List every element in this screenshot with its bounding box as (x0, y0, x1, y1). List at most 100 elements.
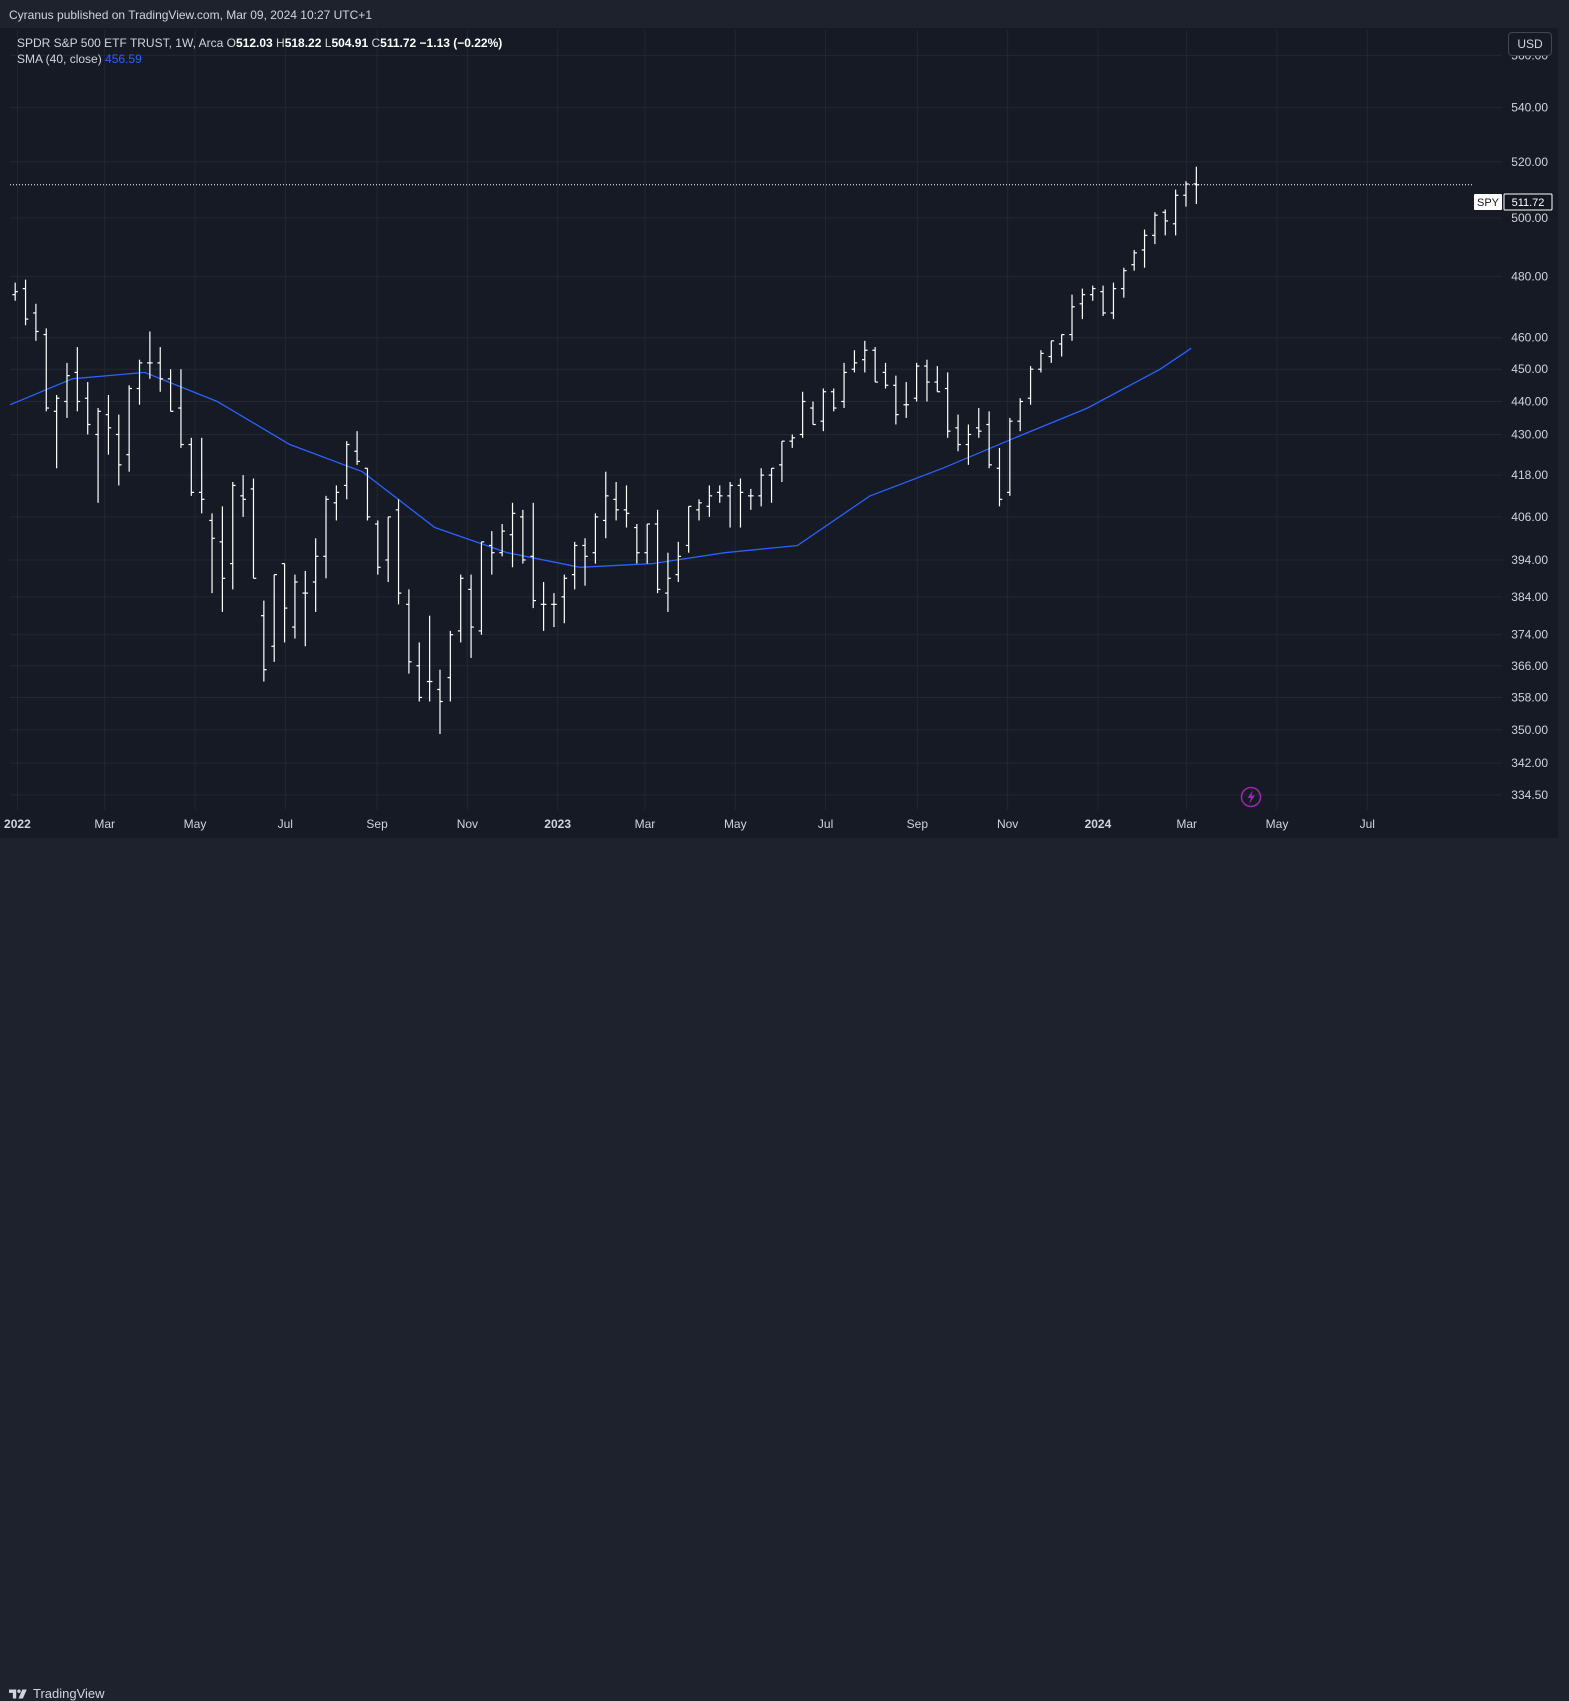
ohlc-bar (872, 347, 878, 383)
time-tick-label: Mar (1176, 817, 1197, 831)
ohlc-bar (882, 362, 889, 389)
chart-frame[interactable] (0, 28, 1558, 838)
ohlc-bar (426, 615, 433, 702)
price-tag-symbol-box (1474, 194, 1502, 210)
ohlc-bar (84, 382, 91, 435)
ohlc-bar (561, 574, 568, 624)
ohlc-bar (571, 541, 578, 590)
price-tick-label: 480.00 (1511, 270, 1548, 284)
time-tick-label: Jul (1360, 817, 1375, 831)
ohlc-bar (820, 388, 827, 432)
ohlc-bar (406, 589, 412, 674)
ohlc-bar (281, 563, 288, 643)
symbol-description[interactable]: SPDR S&P 500 ETF TRUST, 1W, Arca (17, 36, 224, 50)
tradingview-brand[interactable]: TradingView (9, 1686, 105, 1701)
sma-legend-row: SMA (40, close) 456.59 (17, 51, 502, 67)
ohlc-bar (634, 523, 640, 564)
ohlc-bar (685, 505, 692, 553)
ohlc-legend-row: SPDR S&P 500 ETF TRUST, 1W, Arca O512.03… (17, 35, 502, 51)
time-tick-label: Sep (366, 817, 388, 831)
ohlc-bar (841, 362, 847, 409)
price-tag-value-box (1503, 193, 1553, 211)
ohlc-bar (1193, 166, 1200, 205)
ohlc-bar (924, 359, 930, 402)
ohlc-bar (219, 506, 226, 612)
brand-name: TradingView (33, 1686, 105, 1701)
ohlc-bar (395, 499, 402, 605)
ohlc-bar (1048, 340, 1055, 363)
ohlc-bar (292, 574, 298, 639)
high-label: H (276, 36, 285, 50)
close-value: 511.72 (380, 36, 417, 50)
price-chart[interactable]: 560.00540.00520.00500.00480.00460.00450.… (0, 0, 1569, 874)
event-lightning-icon[interactable] (1240, 786, 1262, 808)
ohlc-bar (1172, 189, 1179, 236)
ohlc-bar (488, 531, 495, 575)
ohlc-bar (250, 478, 257, 579)
price-tick-label: 430.00 (1511, 427, 1548, 441)
price-tick-label: 418.00 (1511, 468, 1548, 482)
ohlc-bar (1110, 282, 1117, 320)
ohlc-bar (996, 447, 1003, 507)
price-tick-label: 374.00 (1511, 628, 1548, 642)
time-tick-label: Mar (94, 817, 115, 831)
ohlc-bar (1069, 294, 1075, 341)
ohlc-bar (779, 440, 785, 482)
ohlc-bar (416, 642, 423, 702)
ohlc-bar (810, 401, 816, 426)
ohlc-bar (188, 437, 195, 496)
price-tick-label: 500.00 (1511, 211, 1548, 225)
currency-button[interactable]: USD (1508, 32, 1552, 56)
ohlc-bar (913, 362, 920, 402)
ohlc-bar (43, 328, 50, 412)
ohlc-bar (509, 502, 516, 568)
price-tag: SPY 511.72 (1474, 193, 1553, 211)
close-label: C (371, 36, 381, 50)
price-tick-label: 366.00 (1511, 659, 1548, 673)
ohlc-bar (934, 366, 941, 393)
ohlc-bar (126, 385, 132, 472)
high-value: 518.22 (284, 36, 322, 50)
price-tick-label: 450.00 (1511, 362, 1548, 376)
ohlc-bar (302, 570, 309, 647)
ohlc-bar (22, 279, 29, 326)
ohlc-bar (1079, 288, 1086, 320)
ohlc-bar (115, 414, 122, 486)
ohlc-bar (229, 481, 236, 590)
price-tick-label: 406.00 (1511, 510, 1548, 524)
price-tick-label: 342.00 (1511, 756, 1548, 770)
ohlc-bar (333, 485, 340, 521)
tradingview-logo-icon (9, 1689, 27, 1698)
price-tick-label: 460.00 (1511, 331, 1548, 345)
sma-line (9, 347, 1192, 568)
ohlc-bar (468, 574, 474, 658)
ohlc-bar (261, 600, 267, 682)
published-by-text: Cyranus published on TradingView.com, Ma… (9, 8, 372, 22)
ohlc-bar (375, 520, 381, 575)
ohlc-bar (12, 282, 18, 301)
ohlc-bar (748, 488, 754, 510)
ohlc-bar (986, 411, 992, 469)
ohlc-bar (613, 481, 619, 521)
ohlc-bar (271, 574, 278, 662)
ohlc-bar (830, 388, 837, 412)
ohlc-bar (64, 362, 70, 418)
ohlc-bar (696, 499, 702, 521)
change-value: −1.13 (−0.22%) (419, 36, 503, 50)
ohlc-bar (1152, 212, 1158, 245)
chart-legend: SPDR S&P 500 ETF TRUST, 1W, Arca O512.03… (17, 35, 502, 67)
ohlc-bar (654, 509, 661, 594)
ohlc-bar (105, 394, 112, 455)
ohlc-bar (157, 347, 164, 392)
ohlc-bar (499, 523, 505, 557)
ohlc-bar (178, 369, 184, 448)
ohlc-bar (1131, 249, 1137, 271)
grid-lines (10, 30, 1502, 810)
sma-label[interactable]: SMA (40, close) (17, 52, 102, 66)
ohlc-bar (789, 434, 796, 448)
ohlc-bar (1017, 398, 1024, 432)
ohlc-bar (644, 523, 651, 564)
ohlc-bar (95, 408, 101, 503)
ohlc-bar (758, 468, 764, 507)
ohlc-bar (623, 485, 630, 528)
